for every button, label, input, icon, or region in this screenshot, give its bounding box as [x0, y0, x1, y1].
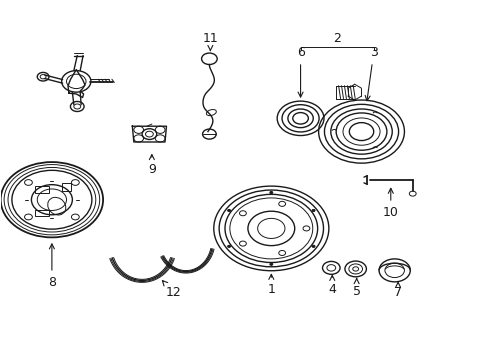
Text: 11: 11: [202, 32, 218, 51]
Text: 7: 7: [393, 282, 401, 300]
Text: 1: 1: [267, 274, 275, 296]
Text: 2: 2: [332, 32, 341, 45]
Circle shape: [311, 210, 314, 212]
Text: 3: 3: [365, 46, 377, 101]
Text: 6: 6: [296, 46, 304, 97]
Text: 8: 8: [48, 244, 56, 289]
Text: 4: 4: [327, 275, 336, 296]
Circle shape: [269, 192, 272, 194]
Text: 10: 10: [382, 188, 398, 219]
Circle shape: [311, 245, 314, 247]
Bar: [62, 183, 71, 191]
Text: 9: 9: [147, 154, 156, 176]
Bar: [35, 186, 49, 193]
Circle shape: [269, 263, 272, 265]
Text: 5: 5: [352, 279, 360, 298]
Circle shape: [227, 210, 230, 212]
Text: 12: 12: [162, 280, 182, 300]
Bar: [35, 211, 49, 216]
Circle shape: [227, 245, 230, 247]
